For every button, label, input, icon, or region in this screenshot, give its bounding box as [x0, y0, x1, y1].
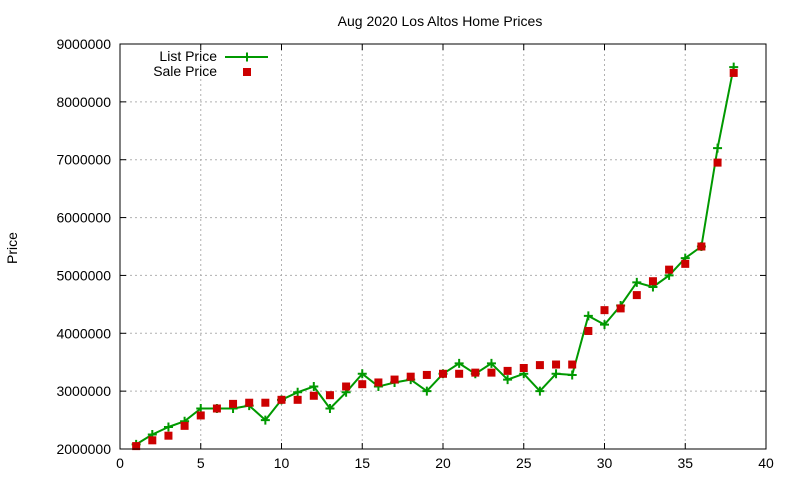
- sale-price-point: [519, 364, 528, 372]
- sale-price-point: [697, 242, 706, 251]
- plot-frame: [119, 43, 767, 450]
- y-tick-label: 3000000: [56, 383, 111, 399]
- x-tick-label: 35: [677, 455, 693, 471]
- list-price-point: [357, 369, 367, 379]
- list-price-point: [600, 320, 609, 330]
- sale-price-point: [584, 326, 593, 335]
- sale-price-point: [471, 368, 480, 377]
- legend-label-sale-price: Sale Price: [153, 63, 217, 79]
- list-price-point: [486, 358, 496, 368]
- sale-price-point: [293, 395, 302, 404]
- sale-price-point: [277, 395, 286, 404]
- list-price-point: [293, 387, 303, 397]
- x-tick-label: 20: [435, 455, 451, 471]
- sale-price-point: [229, 399, 238, 408]
- y-tick-label: 4000000: [56, 325, 111, 341]
- list-price-point: [551, 369, 561, 379]
- sale-price-point: [358, 380, 367, 389]
- x-tick-label: 30: [597, 455, 613, 471]
- y-tick-label: 2000000: [56, 441, 111, 457]
- x-tick-label: 0: [116, 455, 124, 471]
- x-tick-label: 40: [758, 455, 774, 471]
- axis-ticks: 0 5 10 15 20 25 30 35 40 2000000 3000000 4000000 500…: [56, 36, 774, 471]
- sale-price-point: [632, 291, 641, 300]
- list-price-point: [163, 422, 173, 432]
- sale-price-point: [681, 259, 690, 268]
- sale-price-point: [164, 431, 173, 440]
- y-tick-label: 5000000: [56, 267, 111, 283]
- x-tick-label: 25: [516, 455, 532, 471]
- x-tick-label: 5: [197, 455, 205, 471]
- legend-marker-list-price: [242, 52, 252, 62]
- list-price-point: [632, 277, 642, 287]
- sale-price-point: [422, 370, 431, 379]
- sale-price-point: [261, 398, 270, 407]
- sale-price-point: [342, 382, 351, 391]
- y-tick-label: 6000000: [56, 210, 111, 226]
- list-price-point: [535, 386, 545, 396]
- list-price-point: [309, 382, 319, 392]
- chart-title: Aug 2020 Los Altos Home Prices: [338, 13, 543, 29]
- list-price-point: [422, 386, 432, 396]
- sale-price-point: [729, 68, 738, 77]
- y-tick-label: 9000000: [56, 36, 111, 52]
- sale-price-point: [535, 361, 544, 370]
- legend-label-list-price: List Price: [159, 48, 217, 64]
- sale-price-point: [374, 378, 383, 387]
- sale-price-point: [568, 360, 577, 369]
- legend-marker-sale-price: [243, 68, 251, 76]
- list-price-point: [583, 311, 593, 321]
- sale-price-point: [713, 158, 722, 167]
- sale-price-point: [616, 304, 625, 313]
- sale-price-point: [132, 442, 141, 451]
- list-price-point: [713, 143, 723, 153]
- sale-price-point: [245, 398, 254, 407]
- legend: List Price Sale Price: [153, 48, 268, 79]
- list-price-point: [325, 404, 335, 413]
- sale-price-point: [665, 265, 674, 274]
- list-price-point: [567, 370, 577, 380]
- sale-price-point: [148, 436, 157, 445]
- list-price-point: [454, 358, 464, 368]
- sale-price-point: [390, 375, 399, 384]
- sale-price-point: [503, 366, 512, 375]
- sale-price-point: [648, 277, 657, 286]
- sale-price-point: [552, 360, 561, 369]
- x-tick-label: 10: [274, 455, 290, 471]
- sale-price-point: [180, 421, 189, 430]
- y-tick-label: 7000000: [56, 152, 111, 168]
- series-layer: [131, 62, 739, 451]
- sale-price-point: [196, 411, 205, 420]
- sale-price-point: [455, 369, 464, 378]
- series-line-list-price: [135, 66, 735, 446]
- grid-lines: [120, 44, 766, 449]
- list-price-point: [260, 415, 270, 425]
- sale-price-point: [212, 404, 221, 413]
- sale-price-point: [600, 306, 609, 315]
- sale-price-point: [439, 369, 447, 378]
- y-axis-label: Price: [4, 232, 20, 264]
- sale-price-point: [406, 372, 415, 381]
- sale-price-point: [325, 391, 334, 400]
- list-price-point: [503, 375, 513, 385]
- sale-price-point: [309, 391, 318, 400]
- x-tick-label: 15: [354, 455, 370, 471]
- sale-price-point: [487, 368, 496, 377]
- y-tick-label: 8000000: [56, 94, 111, 110]
